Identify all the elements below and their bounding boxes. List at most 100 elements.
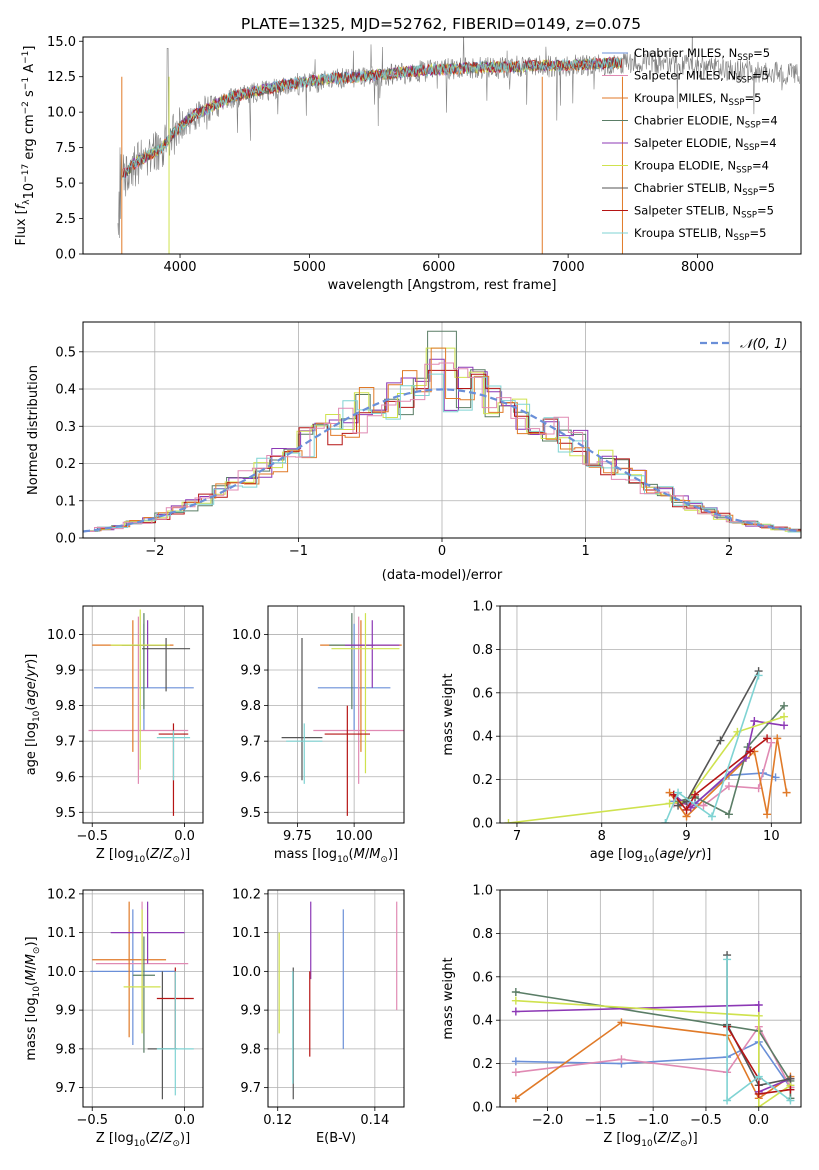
y-tick-label: 0.3	[55, 420, 76, 435]
model-spectrum-line	[122, 56, 623, 180]
x-tick-label: 6000	[422, 260, 455, 275]
y-tick-label: 0.4	[472, 730, 493, 745]
legend-label: Chabrier MILES, NSSP=5	[634, 46, 770, 63]
x-axis-label: Z [log10(Z/Z⊙)]	[96, 1131, 190, 1149]
x-axis-label: Z [log10(Z/Z⊙)]	[96, 847, 190, 865]
y-axis-label: age [log10(age/yr)]	[24, 654, 42, 776]
mass-weight-line	[726, 1026, 791, 1095]
y-tick-label: 10.1	[47, 926, 76, 941]
histogram-step	[83, 330, 801, 532]
mass-weight-marker	[699, 801, 708, 810]
x-tick-label: 0	[438, 544, 446, 559]
x-tick-label: −2	[145, 544, 164, 559]
mass-weight-marker	[511, 1068, 520, 1077]
y-tick-label: 0.0	[472, 1101, 493, 1116]
axes-frame	[267, 889, 405, 1108]
x-axis-label: mass [log10(M/M⊙)]	[274, 847, 398, 865]
axes-frame	[82, 889, 204, 1108]
mass-weight-marker	[682, 805, 691, 814]
mass-weight-marker	[511, 1057, 520, 1066]
y-tick-label: 15.0	[47, 35, 76, 50]
y-tick-label: 9.6	[55, 770, 76, 785]
mass-weight-marker	[723, 1096, 732, 1105]
x-axis-label: wavelength [Angstrom, rest frame]	[328, 278, 557, 293]
mass-weight-marker	[780, 701, 789, 710]
spectrum-legend: Chabrier MILES, NSSP=5 Salpeter MILES, NS…	[602, 46, 778, 243]
y-tick-label: 10.0	[47, 628, 76, 643]
plot-area	[83, 330, 801, 533]
y-tick-label: 2.5	[55, 212, 76, 227]
x-axis-label: (data-model)/error	[382, 568, 503, 583]
axes-frame	[499, 889, 802, 1108]
mass-weight-marker	[754, 1072, 763, 1081]
y-tick-label: 0.0	[55, 532, 76, 547]
mass-weight-marker	[771, 773, 780, 782]
mass-weight-marker	[763, 734, 772, 743]
mass-weight-marker	[767, 738, 776, 747]
y-tick-label: 0.8	[472, 643, 493, 658]
x-tick-label: 1	[581, 544, 589, 559]
x-tick-label: 0.0	[174, 829, 195, 844]
y-axis-label: Normed distribution	[26, 365, 41, 495]
histogram-step	[83, 362, 799, 532]
mass-weight-marker	[617, 1018, 626, 1027]
legend-label: Chabrier STELIB, NSSP=5	[634, 181, 775, 198]
mass-weight-marker	[674, 788, 683, 797]
y-tick-label: 1.0	[472, 884, 493, 899]
mass-weight-line	[668, 738, 788, 818]
mass-weight-marker	[707, 812, 716, 821]
y-tick-label: 1.0	[472, 600, 493, 615]
legend-label: Kroupa ELODIE, NSSP=4	[634, 159, 769, 176]
x-tick-label: 7000	[552, 260, 585, 275]
mass-weight-line	[677, 670, 760, 807]
mass-weight-marker	[665, 799, 674, 808]
x-tick-label: 10.00	[336, 829, 373, 844]
plot-area	[88, 609, 194, 816]
axes-frame	[82, 36, 802, 255]
legend-label: Kroupa STELIB, NSSP=5	[634, 226, 766, 243]
x-tick-label: 10	[763, 829, 780, 844]
mass-weight-marker	[754, 1011, 763, 1020]
mass-weight-marker	[723, 955, 732, 964]
y-tick-label: 10.1	[232, 926, 261, 941]
mass-weight-line	[515, 999, 791, 1107]
y-tick-label: 5.0	[55, 177, 76, 192]
x-tick-label: 0.14	[360, 1113, 389, 1128]
y-tick-label: 10.2	[47, 887, 76, 902]
x-tick-label: −0.5	[76, 1113, 108, 1128]
axes-frame	[499, 605, 802, 824]
x-axis-label: age [log10(age/yr)]	[590, 847, 712, 865]
figure-title: PLATE=1325, MJD=52762, FIBERID=0149, z=0…	[241, 15, 641, 33]
mass-weight-marker	[691, 790, 700, 799]
mass-weight-marker	[724, 782, 733, 791]
y-tick-label: 0.2	[472, 773, 493, 788]
y-tick-label: 10.2	[232, 887, 261, 902]
x-tick-label: −0.5	[76, 829, 108, 844]
y-tick-label: 9.5	[240, 806, 261, 821]
y-axis-label: Flux [fλ10−17 erg cm−2 s−1 A−1]	[14, 46, 37, 246]
y-tick-label: 0.1	[55, 494, 76, 509]
y-tick-label: 10.0	[232, 965, 261, 980]
y-tick-label: 9.9	[55, 664, 76, 679]
mass-weight-marker	[511, 987, 520, 996]
x-tick-label: −1.0	[637, 1113, 669, 1128]
plot-area	[511, 951, 795, 1107]
x-tick-label: 0.0	[748, 1113, 769, 1128]
panel-spectrum: 4000 5000 6000 7000 8000 0.0 2.5 5.0 7.5 10.0 12.5…	[14, 35, 802, 293]
panel-age-vs-mass: 9.75 10.00 9.5 9.6 9.7 9.8 9.9 10.0 mass [log10(…	[232, 605, 405, 865]
y-tick-label: 9.6	[240, 770, 261, 785]
x-tick-label: −1	[289, 544, 308, 559]
mass-weight-marker	[665, 788, 674, 797]
y-tick-label: 0.4	[55, 383, 76, 398]
y-tick-label: 9.5	[55, 806, 76, 821]
mass-weight-marker	[746, 747, 755, 756]
x-tick-label: 2	[725, 544, 733, 559]
y-tick-label: 0.4	[472, 1014, 493, 1029]
y-tick-label: 10.0	[47, 965, 76, 980]
x-tick-label: −0.5	[690, 1113, 722, 1128]
y-tick-label: 9.9	[240, 664, 261, 679]
mass-weight-line	[664, 675, 760, 823]
x-tick-label: 7	[513, 829, 521, 844]
mass-weight-marker	[754, 1103, 763, 1107]
